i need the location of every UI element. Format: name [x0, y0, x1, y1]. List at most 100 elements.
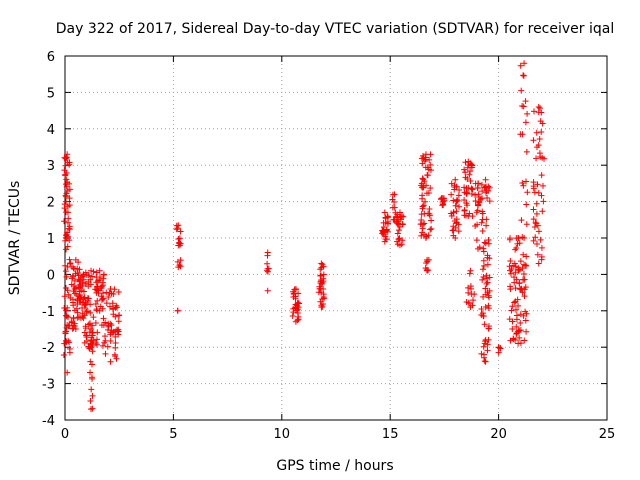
- data-point: [99, 279, 106, 286]
- data-point: [461, 207, 468, 214]
- data-point: [87, 309, 94, 316]
- data-point: [318, 289, 325, 296]
- data-point: [512, 269, 519, 276]
- data-point: [514, 302, 521, 309]
- data-point: [73, 305, 80, 312]
- data-point: [508, 307, 515, 314]
- data-point: [294, 310, 301, 317]
- data-point: [294, 300, 301, 307]
- y-tick-label: 4: [47, 123, 55, 138]
- data-point: [519, 131, 526, 138]
- data-point: [516, 327, 523, 334]
- data-point: [514, 240, 521, 247]
- y-tick-label: 6: [47, 50, 55, 65]
- data-point: [463, 200, 470, 207]
- data-point: [425, 267, 432, 274]
- data-point: [111, 351, 118, 358]
- data-point: [320, 294, 327, 301]
- data-point: [316, 283, 323, 290]
- data-point: [94, 297, 101, 304]
- data-point: [87, 281, 94, 288]
- data-point: [472, 222, 479, 229]
- data-point: [540, 198, 547, 205]
- data-point: [81, 294, 88, 301]
- y-axis-label: SDTVAR / TECUs: [7, 181, 23, 296]
- data-point: [93, 279, 100, 286]
- data-point: [534, 181, 541, 188]
- data-point: [105, 323, 112, 330]
- data-point: [450, 223, 457, 230]
- data-point: [62, 268, 69, 275]
- data-point: [468, 164, 475, 171]
- data-point: [521, 235, 528, 241]
- data-point: [77, 282, 84, 289]
- data-point: [465, 158, 472, 165]
- data-point: [535, 189, 542, 196]
- data-point: [93, 306, 100, 313]
- data-point: [479, 266, 486, 273]
- data-point: [72, 326, 79, 332]
- data-point: [523, 221, 530, 228]
- data-point: [485, 294, 492, 301]
- data-point: [87, 341, 94, 348]
- data-point: [467, 267, 474, 274]
- data-point: [478, 219, 485, 226]
- data-point: [532, 219, 539, 226]
- data-point: [79, 279, 86, 286]
- data-point: [420, 231, 427, 238]
- data-point: [513, 276, 520, 283]
- data-point: [320, 263, 327, 270]
- data-point: [518, 87, 525, 94]
- data-point: [102, 350, 109, 357]
- data-point: [177, 240, 184, 247]
- data-point: [466, 210, 473, 217]
- data-point: [81, 339, 88, 346]
- data-point: [427, 185, 434, 192]
- data-point: [89, 332, 96, 339]
- data-point: [115, 328, 122, 335]
- data-point: [495, 344, 502, 351]
- data-point: [320, 275, 327, 282]
- data-point: [93, 336, 100, 343]
- y-tick-label: 3: [47, 159, 55, 174]
- data-point: [425, 166, 432, 173]
- data-point: [520, 251, 527, 258]
- data-point: [539, 208, 546, 215]
- data-point: [530, 206, 537, 213]
- data-point: [522, 98, 529, 105]
- data-point: [66, 256, 73, 263]
- data-point: [538, 244, 545, 251]
- data-point: [485, 236, 492, 243]
- data-point: [264, 265, 271, 272]
- data-point: [318, 260, 325, 267]
- data-point: [384, 214, 391, 221]
- data-point: [531, 223, 538, 230]
- data-point: [62, 337, 69, 344]
- data-point: [61, 293, 68, 300]
- data-point: [65, 225, 72, 232]
- data-point: [87, 276, 94, 283]
- data-point: [520, 182, 527, 189]
- data-point: [96, 267, 103, 274]
- data-point: [394, 220, 401, 227]
- data-point: [482, 291, 489, 298]
- data-point: [484, 347, 491, 354]
- data-point: [292, 318, 299, 325]
- x-tick-label: 25: [599, 427, 616, 442]
- data-point: [63, 307, 70, 314]
- data-point: [483, 275, 490, 282]
- data-point: [100, 271, 107, 278]
- data-point: [63, 235, 70, 242]
- data-point: [88, 386, 95, 393]
- data-point: [467, 304, 474, 311]
- data-point: [533, 155, 540, 162]
- data-point: [64, 179, 71, 186]
- data-point: [538, 256, 545, 263]
- data-point: [453, 208, 460, 215]
- data-point: [383, 226, 390, 233]
- data-point: [67, 260, 74, 267]
- data-point: [535, 103, 542, 110]
- data-point: [470, 297, 477, 304]
- data-point: [520, 72, 527, 79]
- data-point: [424, 267, 431, 274]
